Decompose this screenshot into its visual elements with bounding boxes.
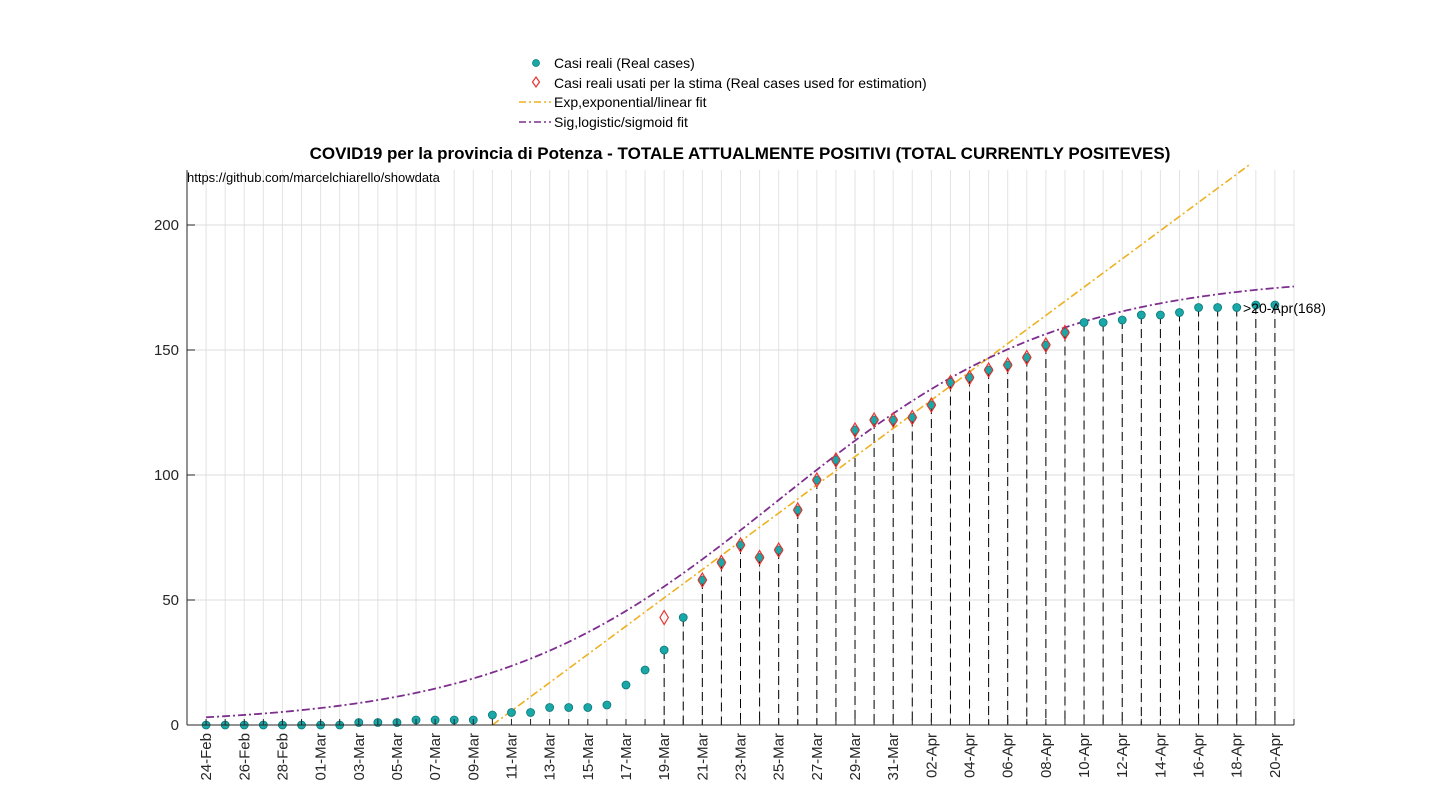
- fit-curves: [206, 164, 1295, 726]
- data-point-real: [678, 613, 688, 622]
- data-point-real: [1155, 310, 1165, 320]
- data-point-estimation: [754, 549, 765, 566]
- x-tick-label: 18-Apr: [1229, 733, 1246, 778]
- x-tick-label: 03-Mar: [351, 733, 368, 781]
- data-point-estimation: [659, 609, 670, 626]
- data-point-estimation: [1060, 324, 1070, 341]
- x-tick-label: 13-Mar: [542, 733, 559, 781]
- x-tick-label: 09-Mar: [465, 733, 482, 781]
- data-point-real: [1213, 303, 1223, 312]
- data-point-estimation: [983, 361, 994, 379]
- data-point-real: [1098, 318, 1108, 327]
- x-tick-label: 08-Apr: [1038, 733, 1055, 778]
- legend-label-real: Casi reali (Real cases): [554, 55, 695, 71]
- stem-lines: [663, 305, 1295, 725]
- x-tick-label: 11-Mar: [503, 733, 520, 779]
- x-tick-label: 27-Mar: [809, 733, 826, 781]
- legend-marker-real: [532, 59, 540, 67]
- y-tick-label: 0: [171, 717, 179, 734]
- x-tick-label: 21-Mar: [694, 733, 711, 781]
- data-point-real: [1136, 310, 1146, 320]
- data-point-estimation: [907, 409, 918, 426]
- chart-title: COVID19 per la provincia di Potenza - TO…: [310, 144, 1171, 163]
- x-tick-label: 29-Mar: [847, 733, 864, 781]
- y-tick-label: 100: [154, 467, 179, 484]
- data-point-estimation: [869, 411, 880, 429]
- axes: 0 50 100 150 200 24-Feb 26-Feb 28-Feb 01-Mar 03-M…: [154, 170, 1295, 781]
- data-point-estimation: [792, 501, 803, 519]
- data-point-estimation: [1002, 356, 1013, 374]
- x-tick-label: 17-Mar: [618, 733, 635, 781]
- x-tick-label: 02-Apr: [923, 733, 940, 778]
- data-point-estimation: [850, 421, 860, 439]
- data-point-real: [545, 703, 555, 712]
- legend-label-linear: Exp,exponential/linear fit: [554, 94, 707, 110]
- data-point-real: [526, 708, 535, 717]
- x-tick-label: 04-Apr: [962, 733, 979, 778]
- source-annotation: https://github.com/marcelchiarello/showd…: [187, 170, 441, 185]
- x-tick-label: 23-Mar: [733, 733, 750, 781]
- linear-fit-line: [491, 164, 1250, 726]
- last-value-label: >20-Apr(168): [1243, 300, 1326, 316]
- data-point-real: [487, 710, 497, 720]
- x-tick-label: 15-Mar: [580, 733, 597, 781]
- x-tick-label: 16-Apr: [1191, 733, 1208, 778]
- data-point-real: [1232, 303, 1242, 312]
- y-tick-label: 200: [154, 217, 179, 234]
- x-tick-label: 07-Mar: [427, 733, 444, 781]
- x-tick-label: 28-Feb: [274, 733, 291, 781]
- x-tick-label: 05-Mar: [389, 733, 406, 781]
- data-point-estimation: [831, 451, 841, 469]
- legend-box: [514, 52, 964, 132]
- legend-label-estimation: Casi reali usati per la stima (Real case…: [554, 75, 927, 91]
- y-tick-label: 50: [162, 592, 179, 609]
- data-point-real: [1175, 308, 1184, 317]
- data-point-estimation: [964, 369, 975, 386]
- data-point-estimation: [811, 471, 822, 489]
- data-point-real: [640, 665, 650, 675]
- data-point-real: [659, 645, 669, 655]
- data-point-real: [1117, 315, 1127, 325]
- data-point-estimation: [716, 554, 727, 571]
- data-point-real: [1270, 300, 1280, 310]
- data-point-estimation: [1021, 349, 1032, 366]
- data-point-real: [1079, 318, 1089, 327]
- x-tick-label: 12-Apr: [1114, 733, 1131, 778]
- x-tick-label: 01-Mar: [313, 733, 330, 781]
- data-point-real: [583, 703, 593, 712]
- x-tick-label: 19-Mar: [656, 733, 673, 781]
- sigmoid-fit-line: [206, 285, 1295, 719]
- x-tick-label: 26-Feb: [236, 733, 253, 781]
- legend-label-sigmoid: Sig,logistic/sigmoid fit: [554, 114, 688, 130]
- data-point-real: [1251, 300, 1261, 310]
- data-point-real: [621, 680, 631, 690]
- y-tick-label: 150: [154, 342, 179, 359]
- x-tick-label: 06-Apr: [1000, 733, 1017, 778]
- x-tick-label: 20-Apr: [1267, 733, 1284, 778]
- data-point-real: [507, 708, 516, 717]
- x-tick-label: 24-Feb: [198, 733, 215, 781]
- data-point-estimation: [1040, 336, 1051, 354]
- data-point-estimation: [926, 396, 937, 414]
- x-tick-label: 25-Mar: [771, 733, 788, 781]
- data-point-estimation: [697, 571, 708, 589]
- data-point-estimation: [735, 536, 746, 554]
- data-point-estimation: [773, 541, 784, 559]
- data-point-real: [564, 703, 574, 712]
- legend-marker-estimation: [531, 75, 541, 89]
- x-tick-label: 31-Mar: [885, 733, 902, 781]
- data-point-estimation: [888, 411, 899, 429]
- data-point-real: [1194, 303, 1203, 312]
- x-tick-label: 14-Apr: [1152, 733, 1169, 778]
- x-tick-label: 10-Apr: [1076, 733, 1093, 778]
- data-point-estimation: [945, 374, 956, 391]
- data-point-real: [602, 700, 612, 710]
- legend: Casi reali (Real cases) Casi reali usati…: [514, 52, 964, 132]
